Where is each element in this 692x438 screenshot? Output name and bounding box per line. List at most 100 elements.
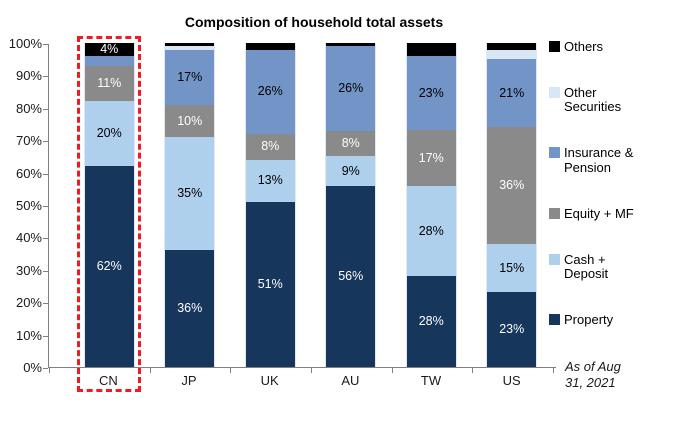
legend-label: Other Securities <box>564 84 622 115</box>
segment-label: 15% <box>499 260 525 275</box>
bar-segment: 36% <box>487 127 537 244</box>
x-axis-tick <box>472 368 474 373</box>
x-axis-label-uk: UK <box>260 373 279 388</box>
y-axis-tick <box>43 141 48 143</box>
y-axis-tick <box>43 368 48 369</box>
x-axis-tick <box>149 368 151 373</box>
y-axis-label: 30% <box>15 262 42 278</box>
legend-swatch <box>549 41 560 52</box>
segment-label: 26% <box>257 84 283 99</box>
y-axis-label: 50% <box>15 198 42 213</box>
bar-segment: 23% <box>406 55 456 131</box>
bar-segment: 26% <box>326 46 376 131</box>
bar-segment: 8% <box>245 133 295 160</box>
x-axis-tick <box>230 368 232 373</box>
y-axis-tick <box>43 270 48 272</box>
y-axis-tick <box>43 76 48 78</box>
y-axis-tick <box>43 206 48 207</box>
segment-label: 17% <box>418 150 444 165</box>
y-axis-label: 70% <box>15 133 42 149</box>
legend-item: Other Securities <box>549 84 661 115</box>
bar-segment: 56% <box>326 185 376 367</box>
bar-slot: 62% 20% 11% 4% <box>69 43 150 367</box>
plot-area: 62% 20% 11% 4% 36% 35% 10% 17% 51% 13% 8% 26% 56% 9% 8… <box>43 43 556 373</box>
bar-segment: 17% <box>406 130 456 186</box>
bar-slot: 51% 13% 8% 26% <box>230 43 311 367</box>
bar-segment: 35% <box>165 136 215 251</box>
bar-segment <box>406 43 456 56</box>
x-axis-label-us: US <box>502 373 521 388</box>
bar-segment: 20% <box>84 101 134 167</box>
segment-label: 8% <box>341 136 360 151</box>
segment-label: 36% <box>499 178 525 193</box>
bar-segment: 4% <box>84 43 134 56</box>
x-axis-tick <box>311 368 312 373</box>
segment-label: 9% <box>341 163 360 178</box>
legend-swatch <box>549 253 560 265</box>
segment-label: 35% <box>177 186 203 201</box>
bar-slot: 23% 15% 36% 21% <box>472 43 553 367</box>
y-axis-label: 10% <box>15 327 42 343</box>
legend-label: Property <box>564 312 614 328</box>
segment-label: 13% <box>257 173 283 188</box>
segment-label: 28% <box>418 314 444 329</box>
bar-segment: 17% <box>165 49 215 105</box>
segment-label: 21% <box>499 86 525 100</box>
segment-label: 10% <box>177 113 203 128</box>
segment-label: 17% <box>177 69 203 84</box>
stacked-bar-tw: 28% 28% 17% 23% <box>406 43 456 367</box>
y-axis-label: 60% <box>15 165 42 181</box>
bar-slot: 36% 35% 10% 17% <box>150 43 231 367</box>
x-axis-label-tw: TW <box>420 373 442 388</box>
bar-segment: 26% <box>245 49 295 134</box>
bar-slot: 56% 9% 8% 26% <box>311 43 392 367</box>
bar-segment: 10% <box>165 104 215 137</box>
x-axis-label-au: AU <box>341 373 360 388</box>
legend-item: Cash + Deposit <box>549 251 661 282</box>
y-axis-tick <box>43 44 48 45</box>
chart-title: Composition of household total assets <box>184 14 444 30</box>
bar-slot: 28% 28% 17% 23% <box>391 43 472 367</box>
segment-label: 56% <box>338 269 364 284</box>
legend-item: Property <box>549 313 661 328</box>
bar-segment: 36% <box>165 250 215 367</box>
legend-swatch <box>549 314 560 326</box>
bar-segment <box>245 43 295 50</box>
y-axis-tick <box>43 335 48 337</box>
bar-segment <box>487 43 537 50</box>
legend-label: Cash + Deposit <box>564 251 609 282</box>
y-axis-tick <box>43 173 48 175</box>
stacked-bar-us: 23% 15% 36% 21% <box>487 43 537 367</box>
x-axis-tick <box>553 368 554 373</box>
x-axis-label-jp: JP <box>181 373 197 388</box>
y-axis-label: 0% <box>23 360 42 375</box>
stacked-bar-cn: 62% 20% 11% 4% <box>84 43 134 367</box>
bar-segment: 15% <box>487 243 537 293</box>
y-axis-tick <box>43 238 48 240</box>
segment-label: 23% <box>499 322 525 337</box>
bar-segment <box>165 46 215 50</box>
bars-row: 62% 20% 11% 4% 36% 35% 10% 17% 51% 13% 8% 26% 56% 9% 8… <box>69 43 553 367</box>
y-axis-label: 20% <box>15 295 42 311</box>
y-axis-label: 90% <box>15 68 42 84</box>
bar-segment: 51% <box>245 201 295 367</box>
segment-label: 8% <box>261 139 280 154</box>
x-axis-tick <box>391 368 393 373</box>
x-axis-tick <box>49 368 50 373</box>
legend-label: Insurance & Pension <box>564 145 634 175</box>
bar-segment: 21% <box>487 59 537 128</box>
bar-segment <box>84 55 134 66</box>
stacked-bar-au: 56% 9% 8% 26% <box>326 43 376 367</box>
stacked-bar-uk: 51% 13% 8% 26% <box>245 43 295 367</box>
legend-label: Equity + MF <box>564 205 634 221</box>
as-of-date-note: As of Aug 31, 2021 <box>565 359 621 390</box>
segment-label: 4% <box>100 43 119 56</box>
legend-swatch <box>549 147 560 159</box>
legend-item: Insurance & Pension <box>549 146 661 175</box>
bar-segment: 13% <box>245 159 295 202</box>
y-axis-label: 100% <box>8 36 42 51</box>
y-axis: 100% 90% 80% 70% 60% 50% 40% 30% 20% 10% 0% <box>0 0 42 438</box>
legend-item: Others <box>549 39 661 55</box>
y-axis-label: 80% <box>15 100 42 116</box>
